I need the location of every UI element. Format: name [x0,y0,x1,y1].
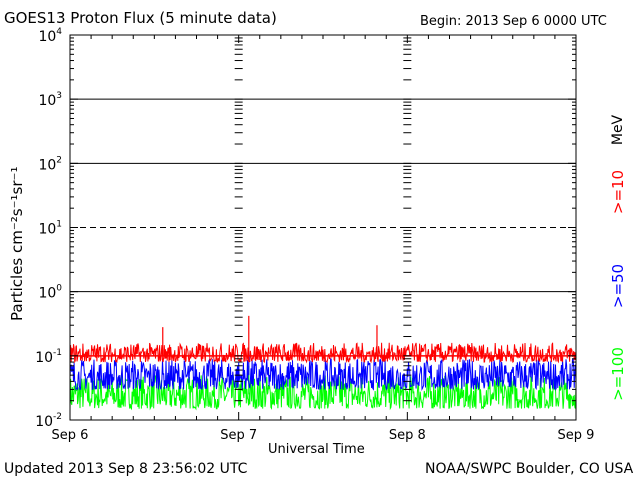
legend-unit: MeV [610,114,626,146]
x-tick-label: Sep 7 [220,428,257,443]
legend-series-10: >=10 [609,169,627,215]
y-tick-label: 10-2 [35,412,62,430]
y-tick-label: 104 [38,27,62,45]
begin-label: Begin: 2013 Sep 6 0000 UTC [420,14,607,29]
y-tick-label: 103 [38,91,62,109]
x-axis-label: Universal Time [268,442,365,457]
y-tick-label: 101 [38,220,62,238]
y-axis-label: Particles cm⁻²s⁻¹sr⁻¹ [8,166,26,321]
x-tick-label: Sep 9 [558,428,595,443]
y-tick-label: 102 [38,155,62,173]
legend-series-100: >=100 [609,347,627,401]
y-tick-label: 10-1 [35,348,62,366]
x-tick-label: Sep 8 [389,428,426,443]
y-tick-label: 100 [38,284,62,302]
footer-credit: NOAA/SWPC Boulder, CO USA [425,461,634,477]
chart-title: GOES13 Proton Flux (5 minute data) [4,9,277,27]
legend-series-50: >=50 [609,263,627,309]
series-line-0 [69,342,577,364]
x-tick-label: Sep 6 [52,428,89,443]
footer-updated: Updated 2013 Sep 8 23:56:02 UTC [4,461,248,477]
